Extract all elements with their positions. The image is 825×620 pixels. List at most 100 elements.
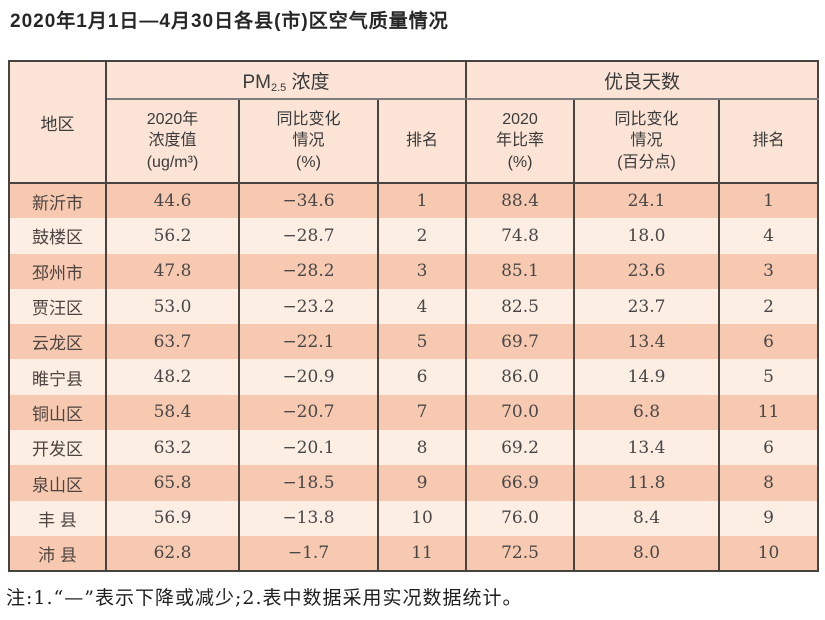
pm-change-cell: −18.5 — [238, 465, 379, 501]
air-quality-table: 地区 PM2.5 浓度 优良天数 2020年 浓度值 (ug/m³) 同比变化 … — [8, 60, 820, 573]
ratio-cell: 72.5 — [465, 535, 576, 572]
ratio-cell: 76.0 — [465, 500, 576, 536]
region-cell: 云龙区 — [8, 324, 107, 360]
region-cell: 丰 县 — [8, 500, 107, 536]
pm-value-cell: 47.8 — [105, 253, 240, 289]
subheader-pm-value: 2020年 浓度值 (ug/m³) — [105, 99, 240, 184]
rank-cell: 6 — [718, 324, 820, 360]
pm25-label-suffix: 浓度 — [286, 71, 330, 93]
region-cell: 睢宁县 — [8, 359, 107, 395]
page-title: 2020年1月1日—4月30日各县(市)区空气质量情况 — [10, 11, 449, 32]
table-row: 铜山区 58.4 −20.7 7 70.0 6.8 11 — [8, 394, 820, 431]
pm-rank-cell: 8 — [376, 430, 468, 466]
pm-change-cell: −22.1 — [238, 324, 379, 360]
rank-cell: 2 — [718, 288, 820, 325]
table-row: 睢宁县 48.2 −20.9 6 86.0 14.9 5 — [8, 359, 820, 395]
rank-cell: 5 — [718, 359, 820, 395]
ratio-change-cell: 8.0 — [573, 535, 721, 572]
table-header: 地区 PM2.5 浓度 优良天数 2020年 浓度值 (ug/m³) 同比变化 … — [8, 61, 820, 184]
rank-cell: 6 — [718, 430, 820, 466]
region-cell: 开发区 — [8, 430, 107, 466]
pm-value-cell: 44.6 — [105, 183, 240, 219]
ratio-change-cell: 13.4 — [573, 324, 721, 360]
header-good-days-group: 优良天数 — [465, 61, 820, 100]
table-row: 鼓楼区 56.2 −28.7 2 74.8 18.0 4 — [8, 218, 820, 254]
ratio-cell: 86.0 — [465, 359, 576, 395]
ratio-change-cell: 8.4 — [573, 500, 721, 536]
ratio-change-cell: 23.6 — [573, 253, 721, 289]
pm-change-cell: −13.8 — [238, 500, 379, 536]
ratio-cell: 66.9 — [465, 465, 576, 501]
header-region: 地区 — [8, 61, 107, 184]
ratio-change-cell: 14.9 — [573, 359, 721, 395]
header-sub-row: 2020年 浓度值 (ug/m³) 同比变化 情况 (%) 排名 2020 年比… — [9, 99, 820, 184]
header-group-row: 地区 PM2.5 浓度 优良天数 — [8, 61, 820, 184]
pm-change-cell: −28.7 — [238, 218, 379, 254]
subheader-ratio-change: 同比变化 情况 (百分点) — [573, 99, 721, 184]
ratio-cell: 69.2 — [465, 430, 576, 466]
table-row: 丰 县 56.9 −13.8 10 76.0 8.4 9 — [8, 500, 820, 536]
pm-rank-cell: 11 — [376, 535, 468, 572]
pm-rank-cell: 1 — [376, 183, 468, 219]
pm-rank-cell: 7 — [376, 394, 468, 431]
region-cell: 鼓楼区 — [8, 218, 107, 254]
table-row: 云龙区 63.7 −22.1 5 69.7 13.4 6 — [8, 324, 820, 360]
pm-value-cell: 53.0 — [105, 288, 240, 325]
ratio-cell: 74.8 — [465, 218, 576, 254]
pm-value-cell: 56.9 — [105, 500, 240, 536]
ratio-change-cell: 23.7 — [573, 288, 721, 325]
pm-value-cell: 63.7 — [105, 324, 240, 360]
rank-cell: 11 — [718, 394, 820, 431]
rank-cell: 1 — [718, 183, 820, 219]
ratio-change-cell: 24.1 — [573, 183, 721, 219]
pm-change-cell: −28.2 — [238, 253, 379, 289]
subheader-rank: 排名 — [718, 99, 820, 184]
ratio-change-cell: 11.8 — [573, 465, 721, 501]
subheader-pm-change: 同比变化 情况 (%) — [238, 99, 379, 184]
pm-value-cell: 63.2 — [105, 430, 240, 466]
region-cell: 邳州市 — [8, 253, 107, 289]
ratio-cell: 69.7 — [465, 324, 576, 360]
rank-cell: 10 — [718, 535, 820, 572]
pm25-label-prefix: PM — [242, 71, 271, 93]
table-row: 邳州市 47.8 −28.2 3 85.1 23.6 3 — [8, 253, 820, 289]
rank-cell: 9 — [718, 500, 820, 536]
region-cell: 贾汪区 — [8, 288, 107, 325]
ratio-cell: 70.0 — [465, 394, 576, 431]
rank-cell: 4 — [718, 218, 820, 254]
pm-rank-cell: 4 — [376, 288, 468, 325]
region-cell: 泉山区 — [8, 465, 107, 501]
header-pm25-group: PM2.5 浓度 — [104, 61, 468, 100]
pm-change-cell: −20.9 — [238, 359, 379, 395]
ratio-change-cell: 6.8 — [573, 394, 721, 431]
region-cell: 沛 县 — [8, 535, 107, 572]
ratio-cell: 82.5 — [465, 288, 576, 325]
pm-change-cell: −20.1 — [238, 430, 379, 466]
pm-change-cell: −20.7 — [238, 394, 379, 431]
pm-rank-cell: 3 — [376, 253, 468, 289]
table-body: 新沂市 44.6 −34.6 1 88.4 24.1 1 鼓楼区 56.2 −2… — [8, 183, 820, 572]
rank-cell: 8 — [718, 465, 820, 501]
pm-rank-cell: 2 — [376, 218, 468, 254]
table-row: 新沂市 44.6 −34.6 1 88.4 24.1 1 — [8, 183, 820, 219]
subheader-ratio: 2020 年比率 (%) — [465, 99, 576, 184]
pm-change-cell: −34.6 — [238, 183, 379, 219]
footnote: 注:1.“—”表示下降或减少;2.表中数据采用实况数据统计。 — [6, 587, 523, 609]
subheader-pm-rank: 排名 — [376, 99, 468, 184]
pm-rank-cell: 5 — [376, 324, 468, 360]
pm-value-cell: 48.2 — [105, 359, 240, 395]
table-row: 沛 县 62.8 −1.7 11 72.5 8.0 10 — [8, 535, 820, 572]
pm-value-cell: 58.4 — [105, 394, 240, 431]
pm-change-cell: −23.2 — [238, 288, 379, 325]
pm-value-cell: 56.2 — [105, 218, 240, 254]
pm-value-cell: 62.8 — [105, 535, 240, 572]
ratio-change-cell: 13.4 — [573, 430, 721, 466]
table-row: 泉山区 65.8 −18.5 9 66.9 11.8 8 — [8, 465, 820, 501]
pm-rank-cell: 9 — [376, 465, 468, 501]
pm-value-cell: 65.8 — [105, 465, 240, 501]
rank-cell: 3 — [718, 253, 820, 289]
region-cell: 铜山区 — [8, 394, 107, 431]
table-row: 开发区 63.2 −20.1 8 69.2 13.4 6 — [8, 430, 820, 466]
table-row: 贾汪区 53.0 −23.2 4 82.5 23.7 2 — [8, 288, 820, 325]
ratio-cell: 88.4 — [465, 183, 576, 219]
